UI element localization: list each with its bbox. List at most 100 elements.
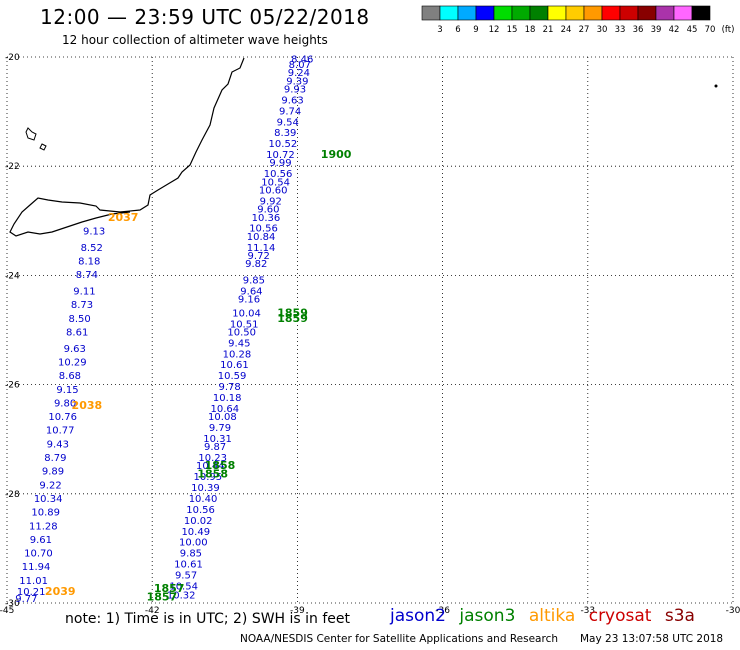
jason3-wave-label: 1858	[205, 459, 236, 472]
jason2-wave-label: 9.85	[180, 549, 202, 560]
jason2-wave-label: 9.74	[279, 106, 301, 117]
jason2-wave-label: 9.22	[39, 480, 61, 491]
y-tick-label: -24	[5, 271, 20, 281]
x-tick-label: -42	[145, 606, 160, 616]
jason2-wave-label: 10.23	[198, 453, 227, 464]
jason2-wave-label: 10.02	[184, 516, 213, 527]
altika-wave-label: 2039	[45, 585, 76, 598]
chart-subtitle: 12 hour collection of altimeter wave hei…	[62, 33, 328, 47]
jason2-wave-label: 9.99	[269, 158, 291, 169]
jason2-wave-label: 9.92	[260, 196, 282, 207]
jason2-wave-label: 11.28	[29, 521, 58, 532]
legend-cryosat: cryosat	[588, 606, 652, 626]
jason2-wave-label: 9.64	[240, 287, 262, 298]
jason2-wave-label: 10.36	[252, 213, 281, 224]
jason2-wave-label: 10.34	[34, 494, 63, 505]
jason2-wave-label: 8.50	[68, 314, 90, 325]
jason2-wave-label: 9.11	[73, 287, 95, 298]
colorbar-label: 21	[543, 25, 554, 35]
jason2-wave-label: 8.18	[78, 256, 100, 267]
jason2-wave-label: 11.14	[247, 243, 276, 254]
y-tick-label: -28	[5, 490, 20, 500]
jason2-wave-label: 9.24	[288, 68, 310, 79]
colorbar-label: 39	[651, 25, 662, 35]
colorbar-label: 70	[705, 25, 716, 35]
jason2-wave-label: 10.56	[264, 169, 293, 180]
jason3-wave-label: 1859	[277, 312, 308, 325]
jason2-wave-label: 9.85	[243, 276, 265, 287]
jason2-wave-label: 10.61	[220, 360, 249, 371]
jason2-wave-label: 8.79	[44, 453, 66, 464]
jason2-wave-label: 8.52	[81, 243, 103, 254]
colorbar-label: 6	[455, 25, 460, 35]
jason2-wave-label: 10.32	[167, 591, 196, 602]
jason2-wave-label: 9.60	[257, 205, 279, 216]
jason2-wave-label: 8.39	[274, 128, 296, 139]
footnote: note: 1) Time is in UTC; 2) SWH is in fe…	[65, 611, 351, 627]
jason2-wave-label: 9.39	[286, 76, 308, 87]
chart-title: 12:00 — 23:59 UTC 05/22/2018	[40, 5, 370, 29]
legend-altika: altika	[528, 606, 576, 626]
colorbar-label: 18	[525, 25, 536, 35]
axis-ticks: -45 -42 -39 -36 -33 -30 -20 -22 -24 -26 -28 -30	[0, 53, 740, 616]
colorbar-label: 42	[669, 25, 680, 35]
jason2-wave-label: 11.01	[19, 576, 48, 587]
jason2-wave-label: 10.84	[247, 232, 276, 243]
jason3-wave-label: 1859	[277, 306, 308, 319]
jason3-wave-label: 1857	[154, 582, 185, 595]
jason2-wave-label: 10.54	[261, 177, 290, 188]
jason2-wave-label: 9.80	[54, 398, 76, 409]
jason2-wave-label: 9.57	[175, 570, 197, 581]
colorbar-label: 27	[579, 25, 590, 35]
colorbar-label: 3	[437, 25, 442, 35]
jason2-wave-label: 9.87	[204, 442, 226, 453]
jason2-wave-label: 10.49	[181, 527, 210, 538]
jason2-wave-label: 9.93	[284, 84, 306, 95]
credit-line: NOAA/NESDIS Center for Satellite Applica…	[240, 633, 558, 645]
colorbar-label: 9	[473, 25, 478, 35]
jason2-wave-label: 9.78	[219, 382, 241, 393]
jason2-wave-label: 9.45	[228, 338, 250, 349]
y-tick-label: -22	[5, 162, 20, 172]
jason2-wave-label: 10.61	[174, 560, 203, 571]
jason2-wave-label: 10.56	[249, 224, 278, 235]
colorbar-label: 24	[561, 25, 572, 35]
jason2-wave-label: 8.68	[59, 371, 81, 382]
legend-jason3: jason3	[459, 606, 516, 626]
jason2-wave-label: 11.94	[22, 562, 51, 573]
jason2-wave-label: 9.63	[64, 344, 86, 355]
colorbar-label: 15	[507, 25, 518, 35]
jason2-wave-label: 10.54	[169, 581, 198, 592]
colorbar-swatch	[691, 5, 711, 21]
jason2-wave-label: 10.31	[203, 434, 232, 445]
jason2-wave-label: 10.77	[46, 426, 75, 437]
jason2-wave-label: 9.16	[238, 295, 260, 306]
altika-wave-label: 2038	[72, 399, 103, 412]
jason2-wave-label: 10.56	[186, 505, 215, 516]
jason2-wave-label: 8.61	[66, 327, 88, 338]
jason2-wave-label: 10.95	[194, 472, 223, 483]
jason2-wave-label: 10.72	[266, 150, 295, 161]
x-tick-label: -30	[726, 606, 740, 616]
jason2-wave-label: 9.89	[42, 467, 64, 478]
jason2-wave-label: 8.07	[289, 60, 311, 71]
jason2-wave-label: 9.82	[245, 259, 267, 270]
legend-jason2: jason2	[390, 606, 446, 626]
coastline	[9, 57, 718, 237]
x-tick-label: -39	[290, 606, 305, 616]
jason2-wave-label: 10.08	[208, 412, 237, 423]
jason2-wave-label: 9.63	[281, 95, 303, 106]
jason2-wave-label: 10.59	[218, 371, 247, 382]
x-tick-label: -45	[0, 606, 14, 616]
jason2-wave-label: 9.77	[15, 594, 37, 605]
jason2-wave-label: 10.21	[17, 587, 46, 598]
colorbar-label: 36	[633, 25, 644, 35]
jason2-wave-label: 10.04	[232, 308, 261, 319]
jason2-wave-label: 10.29	[58, 357, 87, 368]
jason2-wave-label: 9.79	[209, 423, 231, 434]
jason2-wave-label: 10.44	[196, 461, 225, 472]
generated-timestamp: May 23 13:07:58 UTC 2018	[580, 633, 724, 645]
jason2-wave-label: 10.40	[189, 494, 218, 505]
altika-wave-label: 2037	[108, 211, 139, 224]
jason2-wave-label: 9.61	[30, 535, 52, 546]
